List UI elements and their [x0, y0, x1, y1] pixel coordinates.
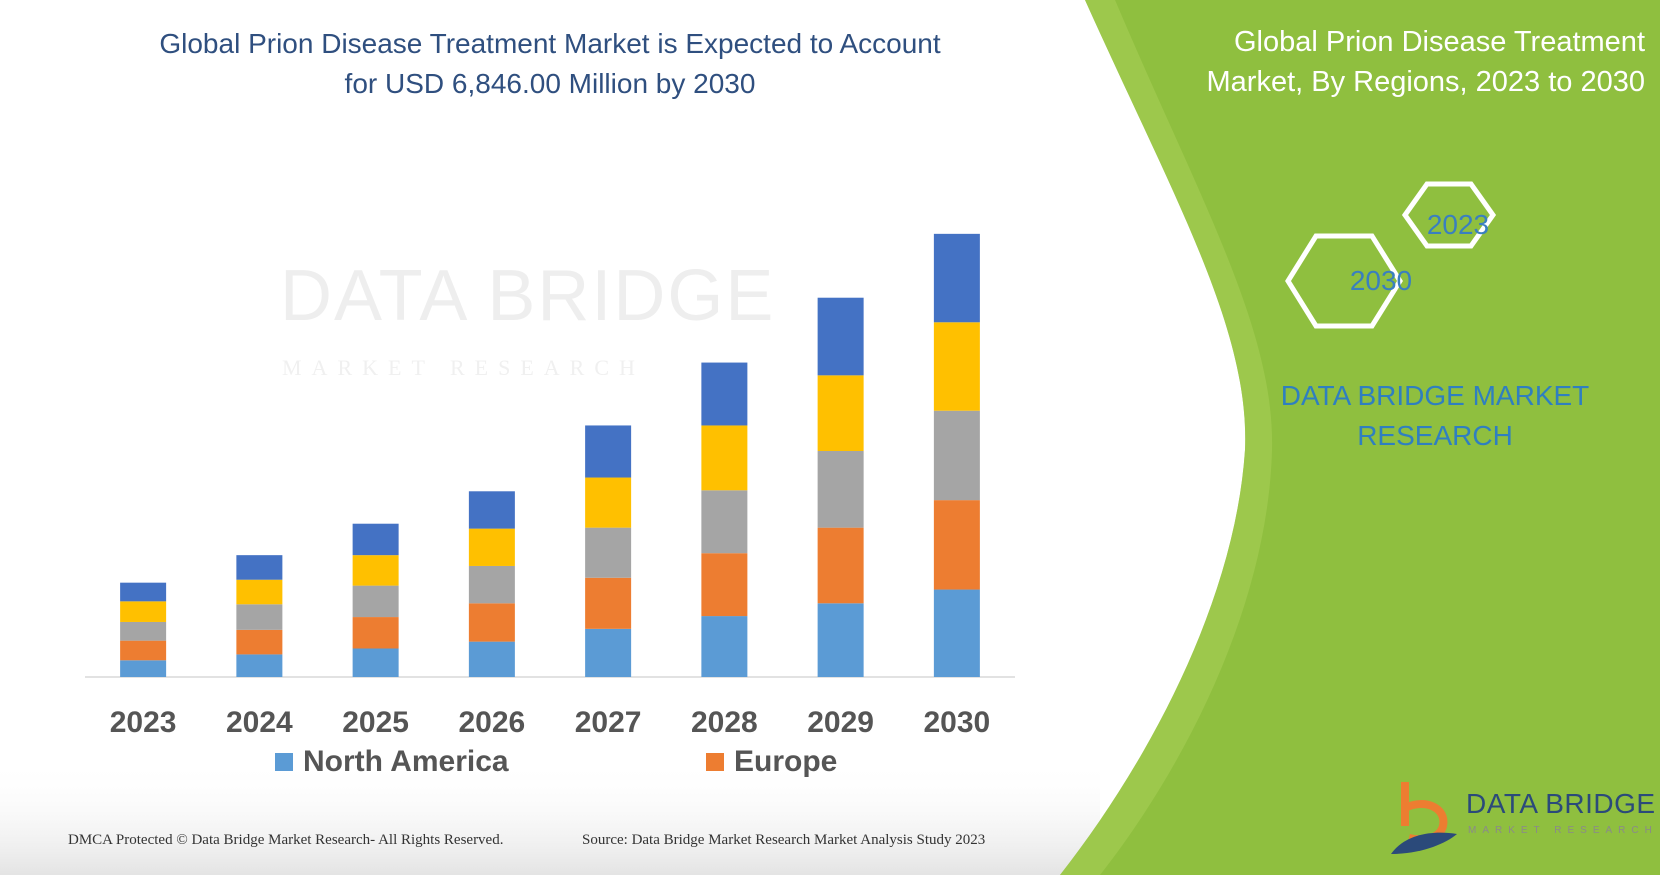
bar-2024-segment-4	[236, 579, 283, 605]
bar-2026-segment-1	[468, 641, 515, 677]
bar-2023-segment-1	[120, 660, 167, 677]
bar-2024-segment-3	[236, 604, 283, 630]
bar-2023-segment-5	[120, 582, 167, 602]
brand-text-line-2: RESEARCH	[1357, 420, 1513, 451]
bar-2030-segment-5	[933, 233, 980, 323]
bar-2025-segment-2	[352, 617, 399, 649]
bar-2030-segment-1	[933, 589, 980, 677]
bar-2024-segment-2	[236, 629, 283, 655]
legend-swatch-europe	[706, 753, 724, 771]
bar-2026-segment-4	[468, 528, 515, 566]
chart-title: Global Prion Disease Treatment Market is…	[100, 24, 1000, 104]
legend-item-north-america: North America	[275, 745, 509, 779]
side-panel-title-line-1: Global Prion Disease Treatment	[1233, 26, 1645, 58]
bar-2028-segment-5	[701, 362, 748, 426]
bar-2026-segment-2	[468, 603, 515, 642]
bar-2025-segment-3	[352, 585, 399, 618]
chart-title-line-2: for USD 6,846.00 Million by 2030	[344, 68, 756, 99]
bar-2025-segment-5	[352, 523, 399, 556]
bar-2023-segment-4	[120, 601, 167, 622]
bar-2028-segment-1	[701, 616, 748, 677]
stacked-bar-chart: 2023 2024 2025 2026 2027 2028 2029 2030	[85, 233, 1015, 739]
legend: North America Europe	[0, 745, 1060, 785]
hexagon-2023-icon	[1401, 181, 1497, 249]
bar-2028-segment-2	[701, 553, 748, 617]
x-tick-label-2028: 2028	[691, 706, 758, 739]
bar-2023-segment-2	[120, 640, 167, 661]
bar-2027-segment-1	[585, 628, 632, 677]
hex-year-2030: 2030	[1349, 265, 1413, 296]
bar-2026-segment-3	[468, 565, 515, 604]
data-bridge-logo-icon	[1391, 782, 1457, 854]
bar-2023-segment-3	[120, 621, 167, 641]
bar-2028-segment-4	[701, 425, 748, 491]
chart-title-line-1: Global Prion Disease Treatment Market is…	[159, 28, 941, 59]
side-panel-title-line-2: Market, By Regions, 2023 to 2030	[1206, 66, 1645, 98]
footer-copyright: DMCA Protected © Data Bridge Market Rese…	[68, 832, 504, 848]
watermark-text: DATA BRIDGE	[280, 256, 776, 336]
x-tick-label-2030: 2030	[924, 706, 991, 739]
brand-text: DATA BRIDGE MARKET RESEARCH	[1255, 376, 1615, 456]
x-tick-label-2024: 2024	[226, 706, 293, 739]
bar-2025-segment-1	[352, 648, 399, 677]
x-tick-label-2023: 2023	[110, 706, 177, 739]
bar-2030-segment-4	[933, 322, 980, 411]
logo-tagline: MARKET RESEARCH	[1468, 825, 1658, 836]
legend-swatch-north-america	[275, 753, 293, 771]
bar-2028-segment-3	[701, 490, 748, 554]
x-tick-label-2029: 2029	[807, 706, 874, 739]
bar-2027-segment-4	[585, 477, 632, 528]
bar-2025-segment-4	[352, 555, 399, 586]
legend-label-europe: Europe	[734, 745, 838, 778]
bar-2024-segment-5	[236, 555, 283, 580]
bar-2026-segment-5	[468, 491, 515, 529]
legend-label-north-america: North America	[303, 745, 509, 778]
bar-2024-segment-1	[236, 654, 283, 677]
bar-2030-segment-2	[933, 500, 980, 590]
hexagon-icons	[1285, 181, 1497, 329]
bar-2029-segment-5	[817, 297, 864, 376]
brand-text-line-1: DATA BRIDGE MARKET	[1280, 380, 1590, 411]
bar-2027-segment-3	[585, 527, 632, 578]
bar-2029-segment-3	[817, 451, 864, 528]
bar-2027-segment-2	[585, 577, 632, 629]
bar-2029-segment-1	[817, 603, 864, 677]
hex-year-2023: 2023	[1426, 209, 1490, 240]
bar-2029-segment-4	[817, 375, 864, 451]
footer-source: Source: Data Bridge Market Research Mark…	[582, 832, 986, 848]
logo-name: DATA BRIDGE	[1466, 788, 1656, 819]
bar-2027-segment-5	[585, 425, 632, 478]
side-panel-title: Global Prion Disease Treatment Market, B…	[1180, 22, 1645, 102]
x-tick-label-2027: 2027	[575, 706, 642, 739]
x-tick-label-2025: 2025	[342, 706, 409, 739]
bar-2029-segment-2	[817, 527, 864, 604]
hexagon-2030-icon	[1285, 233, 1403, 329]
x-tick-label-2026: 2026	[459, 706, 526, 739]
legend-item-europe: Europe	[706, 745, 837, 779]
bar-2030-segment-3	[933, 410, 980, 501]
watermark-tagline: MARKET RESEARCH	[282, 355, 645, 380]
